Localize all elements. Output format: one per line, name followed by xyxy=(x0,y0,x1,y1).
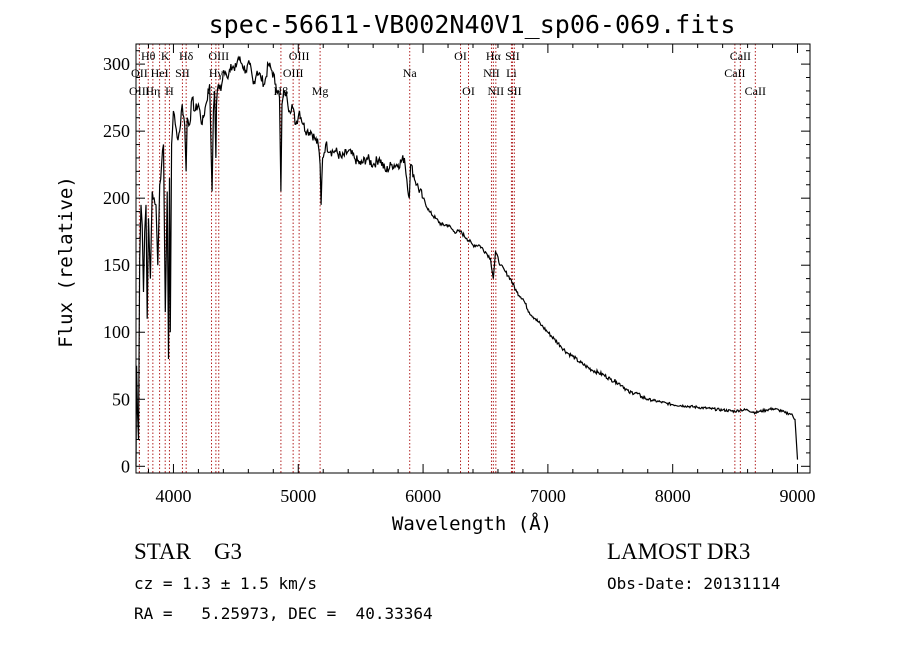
x-tick-label-2: 6000 xyxy=(405,486,441,506)
line-label-1: K xyxy=(161,49,170,63)
line-label-14: Na xyxy=(403,66,418,80)
line-label-10: HeI xyxy=(151,66,169,80)
marker-lines xyxy=(138,44,756,473)
object-class: STAR G3 xyxy=(134,539,243,564)
line-label-26: SII xyxy=(507,84,522,98)
redshift-text: cz = 1.3 ± 1.5 km/s xyxy=(134,574,318,593)
y-axis-label: Flux (relative) xyxy=(55,176,77,348)
line-label-23: Mg xyxy=(312,84,329,98)
line-label-0: Hθ xyxy=(141,49,156,63)
line-label-17: CaII xyxy=(724,66,745,80)
line-label-12: Hγ xyxy=(209,66,224,80)
x-tick-label-4: 8000 xyxy=(655,486,691,506)
line-label-6: Hα xyxy=(486,49,502,63)
y-tick-label-1: 50 xyxy=(112,389,130,409)
spectrum-line xyxy=(135,55,799,467)
survey-name: LAMOST DR3 xyxy=(607,539,751,564)
line-label-16: Li xyxy=(506,66,517,80)
x-tick-label-0: 4000 xyxy=(155,486,191,506)
y-tick-label-0: 0 xyxy=(121,456,130,476)
y-tick-label-5: 250 xyxy=(103,121,130,141)
line-label-27: CaII xyxy=(745,84,766,98)
y-tick-label-6: 300 xyxy=(103,54,130,74)
y-tick-label-2: 100 xyxy=(103,322,130,342)
line-label-13: OIII xyxy=(283,66,304,80)
line-label-18: OIII xyxy=(129,84,150,98)
line-label-2: Hδ xyxy=(179,49,194,63)
chart-title: spec-56611-VB002N40V1_sp06-069.fits xyxy=(209,10,736,39)
line-label-24: OI xyxy=(462,84,475,98)
y-tick-label-3: 150 xyxy=(103,255,130,275)
x-tick-label-5: 9000 xyxy=(780,486,816,506)
line-label-20: H xyxy=(165,84,174,98)
line-label-11: SII xyxy=(175,66,190,80)
line-label-8: CaII xyxy=(730,49,751,63)
plot-frame xyxy=(135,43,811,474)
x-axis-label: Wavelength (Å) xyxy=(392,512,552,535)
line-label-25: NII xyxy=(488,84,505,98)
x-tick-label-3: 7000 xyxy=(530,486,566,506)
line-label-7: SII xyxy=(505,49,520,63)
x-tick-label-1: 5000 xyxy=(280,486,316,506)
line-label-19: Hη xyxy=(145,84,160,98)
line-label-9: OII xyxy=(131,66,148,80)
line-label-3: OIII xyxy=(208,49,229,63)
line-label-5: OI xyxy=(454,49,467,63)
axis-ticks: 4000 5000 6000 7000 8000 9000 0 50 100 150 200 250 3… xyxy=(103,44,816,506)
line-label-21: G xyxy=(207,84,216,98)
line-label-4: OIII xyxy=(289,49,310,63)
line-label-15: NII xyxy=(483,66,500,80)
y-tick-label-4: 200 xyxy=(103,188,130,208)
obs-date: Obs-Date: 20131114 xyxy=(607,574,781,593)
coordinates: RA = 5.25973, DEC = 40.33364 xyxy=(134,604,433,623)
